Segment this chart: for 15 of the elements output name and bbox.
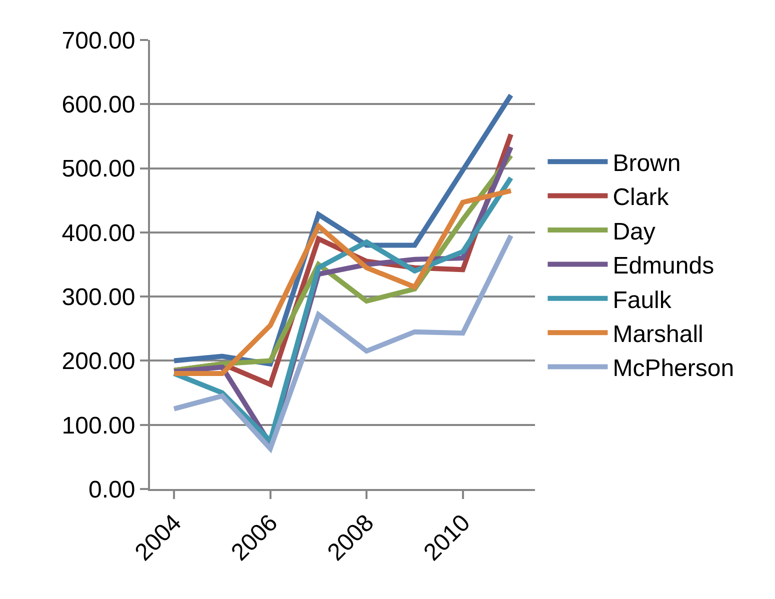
- y-tick-label: 500.00: [62, 156, 136, 183]
- legend-label: Marshall: [612, 320, 704, 348]
- legend-label: Day: [612, 218, 656, 246]
- y-tick-label: 100.00: [62, 412, 136, 440]
- legend-label: McPherson: [612, 355, 734, 382]
- legend-label: Clark: [612, 184, 670, 212]
- y-tick-label: 0.00: [88, 476, 136, 504]
- legend-label: Brown: [612, 150, 681, 177]
- y-tick-label: 300.00: [62, 284, 136, 311]
- y-tick-label: 600.00: [62, 92, 136, 119]
- legend-label: Faulk: [612, 286, 672, 314]
- legend-label: Edmunds: [612, 252, 714, 280]
- y-tick-label: 200.00: [62, 348, 136, 376]
- y-tick-label: 400.00: [62, 220, 136, 247]
- y-tick-label: 700.00: [62, 27, 136, 54]
